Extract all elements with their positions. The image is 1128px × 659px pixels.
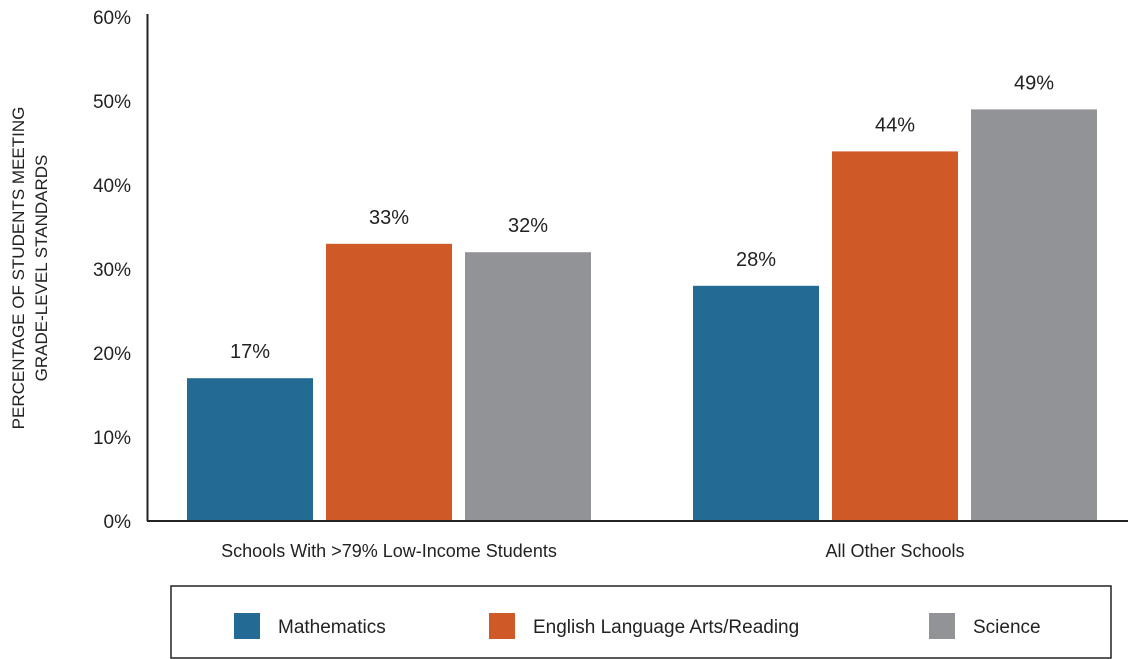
legend-swatch — [234, 613, 260, 639]
y-tick-label: 20% — [93, 344, 131, 365]
bar — [832, 151, 958, 521]
y-axis-title: PERCENTAGE OF STUDENTS MEETING GRADE-LEV… — [9, 107, 51, 430]
y-tick-label: 60% — [93, 8, 131, 29]
bar — [187, 378, 313, 521]
data-label: 33% — [369, 207, 409, 229]
legend-label: English Language Arts/Reading — [533, 617, 799, 638]
x-axis-categories: Schools With >79% Low-Income Students All… — [221, 541, 964, 561]
data-label: 49% — [1014, 72, 1054, 94]
y-axis-title-line-2: GRADE-LEVEL STANDARDS — [32, 155, 51, 382]
legend-swatch — [929, 613, 955, 639]
x-category-label: All Other Schools — [825, 541, 964, 561]
bar — [326, 243, 452, 522]
legend-swatch — [489, 613, 515, 639]
x-category-label: Schools With >79% Low-Income Students — [221, 541, 557, 561]
y-tick-label: 30% — [93, 260, 131, 281]
y-tick-label: 0% — [104, 512, 132, 533]
y-tick-label: 10% — [93, 428, 131, 449]
y-tick-label: 40% — [93, 176, 131, 197]
legend-label: Science — [973, 617, 1041, 638]
y-axis-ticks: 0% 10% 20% 30% 40% 50% 60% — [93, 8, 131, 533]
bars — [187, 109, 1097, 522]
data-label: 17% — [230, 341, 270, 363]
legend-label: Mathematics — [278, 617, 386, 638]
y-axis-title-line-1: PERCENTAGE OF STUDENTS MEETING — [9, 107, 28, 430]
data-label: 28% — [736, 249, 776, 271]
legend: Mathematics English Language Arts/Reading… — [170, 585, 1112, 659]
bar — [693, 285, 819, 521]
data-label: 44% — [875, 114, 915, 136]
data-label: 32% — [508, 215, 548, 237]
y-tick-label: 50% — [93, 92, 131, 113]
bar — [465, 252, 591, 521]
data-labels: 17% 28% 33% 44% 32% 49% — [230, 72, 1054, 363]
axes — [146, 14, 1128, 522]
bar — [971, 109, 1097, 522]
